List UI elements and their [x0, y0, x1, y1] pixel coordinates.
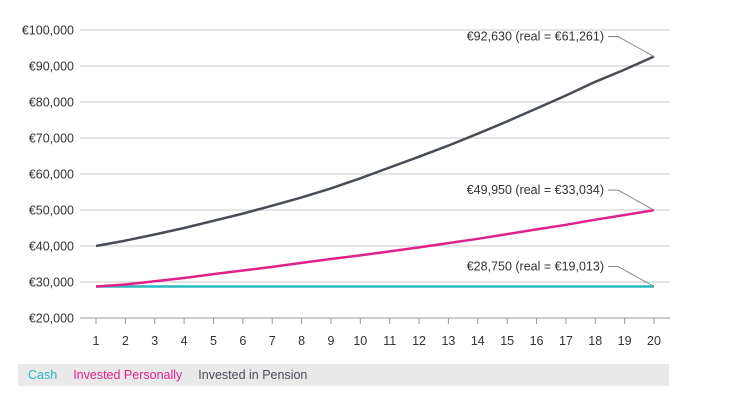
x-tick-label: 13 [441, 334, 455, 348]
x-tick-label: 5 [210, 334, 217, 348]
x-tick-label: 10 [353, 334, 367, 348]
legend-cash: Cash [28, 368, 58, 382]
y-tick-label: €80,000 [29, 96, 74, 110]
annotation-label-2: €28,750 (real = €19,013) [467, 260, 604, 274]
legend-invested-personally: Invested Personally [73, 368, 183, 382]
annotation-label-1: €49,950 (real = €33,034) [467, 183, 604, 197]
x-tick-label: 11 [383, 334, 396, 348]
y-axis-tick-labels: €20,000 €30,000 €40,000 €50,000 €60,000 €70,0… [22, 24, 74, 326]
y-tick-label: €40,000 [29, 240, 74, 254]
legend: Cash Invested Personally Invested in Pen… [18, 364, 669, 386]
series-line-2 [95, 55, 655, 248]
x-tick-label: 20 [647, 334, 661, 348]
y-tick-label: €90,000 [29, 60, 74, 74]
annotation-leader-1 [608, 189, 655, 211]
x-tick-label: 12 [412, 334, 426, 348]
legend-invested-pension: Invested in Pension [198, 368, 308, 382]
x-tick-label: 1 [93, 334, 100, 348]
x-tick-label: 17 [559, 334, 573, 348]
annotations: €92,630 (real = €61,261) €49,950 (real = … [467, 30, 655, 287]
x-tick-label: 18 [588, 334, 602, 348]
x-tick-label: 19 [618, 334, 632, 348]
x-tick-label: 16 [530, 334, 544, 348]
y-tick-label: €20,000 [29, 312, 74, 326]
x-tick-label: 9 [327, 334, 334, 348]
series-line-1 [95, 208, 655, 288]
x-tick-label: 4 [181, 334, 188, 348]
series-lines [95, 55, 655, 288]
y-tick-label: €30,000 [29, 276, 74, 290]
x-tick-label: 14 [471, 334, 485, 348]
y-tick-label: €100,000 [22, 24, 74, 38]
annotation-label-0: €92,630 (real = €61,261) [467, 30, 604, 44]
y-tick-label: €60,000 [29, 168, 74, 182]
x-tick-label: 6 [239, 334, 246, 348]
x-axis-tick-labels: 1 2 3 4 5 6 7 8 9 10 11 12 13 14 15 16 17 18 19 20 [93, 318, 661, 348]
x-tick-label: 7 [269, 334, 276, 348]
x-tick-label: 15 [500, 334, 514, 348]
annotation-leader-2 [608, 266, 655, 287]
x-tick-label: 8 [298, 334, 305, 348]
y-tick-label: €70,000 [29, 132, 74, 146]
x-tick-label: 3 [151, 334, 158, 348]
y-tick-label: €50,000 [29, 204, 74, 218]
annotation-leader-0 [608, 36, 655, 57]
x-tick-label: 2 [122, 334, 129, 348]
